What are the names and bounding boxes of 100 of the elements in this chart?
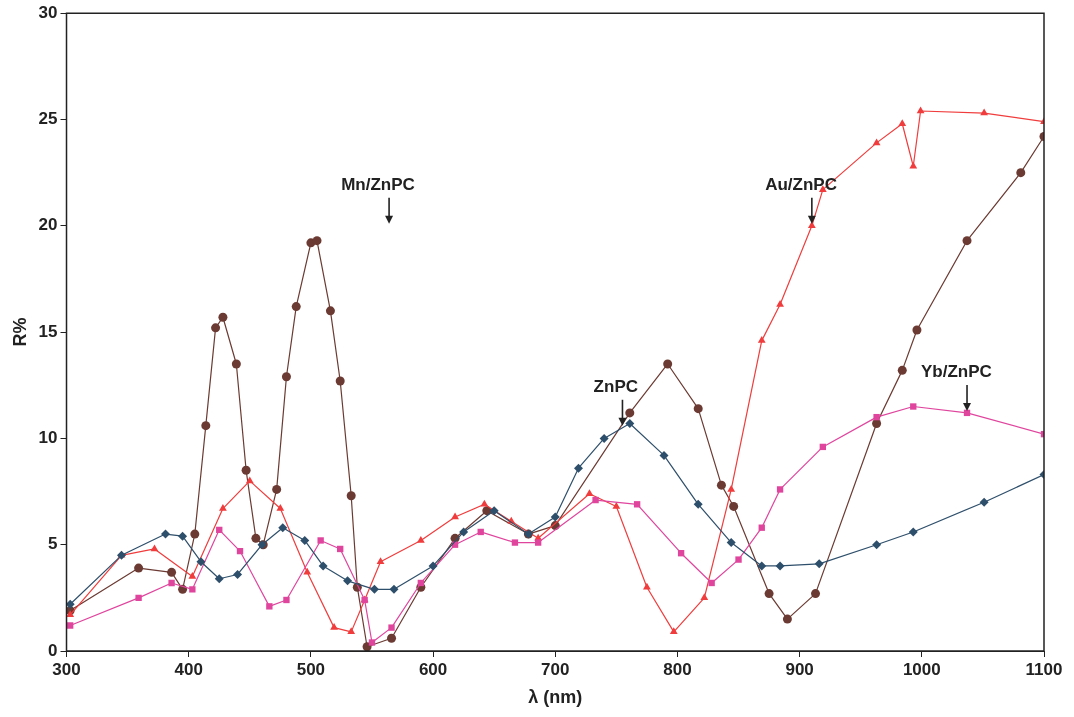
point [908, 527, 918, 537]
point [782, 614, 792, 624]
point [387, 633, 397, 643]
y-tick-label: 5 [48, 534, 58, 554]
point [214, 574, 224, 584]
point [303, 567, 312, 575]
point [276, 504, 285, 511]
point [330, 623, 338, 630]
point [916, 106, 925, 114]
point [962, 236, 972, 246]
point [764, 589, 774, 599]
point [178, 531, 188, 541]
point [389, 584, 399, 594]
point [281, 372, 291, 382]
point [245, 476, 254, 484]
point [585, 489, 594, 496]
point [346, 491, 356, 501]
point [979, 497, 989, 507]
point [278, 523, 288, 533]
point [727, 484, 736, 492]
point [814, 559, 824, 569]
y-tick-label: 25 [38, 109, 58, 129]
point [489, 506, 499, 516]
x-tick-label: 900 [785, 659, 814, 679]
point [872, 138, 881, 146]
point [693, 404, 703, 414]
point [272, 484, 282, 494]
y-tick-label: 10 [38, 428, 58, 448]
annotation: ZnPC [593, 376, 638, 396]
point [807, 221, 816, 229]
point [775, 561, 785, 571]
point [592, 496, 599, 504]
point [283, 596, 290, 604]
point [312, 236, 322, 246]
point [188, 572, 197, 579]
point [219, 504, 227, 511]
point [300, 535, 310, 545]
point [167, 567, 177, 577]
point [735, 556, 742, 563]
x-axis-title: λ (nm) [528, 687, 583, 708]
y-tick-label: 20 [38, 215, 58, 235]
x-tick-label: 700 [541, 659, 570, 679]
point [343, 576, 353, 586]
y-tick-label: 30 [38, 2, 58, 22]
y-tick-label: 0 [48, 640, 58, 660]
point [612, 501, 621, 509]
x-tick-label: 1100 [1025, 659, 1063, 679]
point [729, 501, 739, 511]
point [211, 323, 221, 333]
point [573, 463, 583, 473]
point [416, 535, 425, 543]
point [369, 584, 379, 594]
point [266, 603, 273, 610]
point [909, 161, 918, 169]
point [693, 499, 703, 509]
x-tick-label: 500 [296, 659, 326, 679]
point [251, 533, 261, 543]
point [872, 419, 882, 429]
point [700, 593, 709, 601]
point [550, 512, 560, 522]
point [317, 537, 324, 544]
point [625, 419, 635, 429]
point [388, 624, 395, 631]
point [241, 465, 251, 475]
point [912, 325, 922, 335]
point [189, 586, 196, 593]
point [190, 529, 200, 539]
point [459, 527, 469, 537]
point [168, 579, 175, 587]
point [897, 365, 907, 375]
point [451, 512, 459, 520]
point [201, 421, 211, 431]
point [757, 336, 766, 343]
y-axis-title: R% [9, 317, 30, 347]
point [534, 539, 542, 546]
point [669, 627, 678, 635]
point [66, 622, 74, 629]
point [376, 557, 385, 564]
point [776, 486, 784, 493]
point [716, 480, 726, 490]
point [428, 561, 438, 571]
point [480, 499, 489, 507]
point [625, 408, 635, 418]
point [196, 557, 206, 567]
point [231, 359, 241, 369]
point [135, 594, 142, 602]
point [150, 544, 159, 552]
point [599, 433, 609, 443]
point [757, 561, 767, 571]
point [134, 563, 144, 573]
annotation: Mn/ZnPC [341, 174, 415, 194]
point [511, 539, 519, 546]
point [708, 579, 715, 587]
point [160, 529, 170, 539]
point [368, 639, 376, 646]
point [980, 108, 989, 116]
point [910, 403, 917, 410]
point [663, 359, 673, 369]
point [726, 538, 736, 548]
point [776, 299, 784, 307]
